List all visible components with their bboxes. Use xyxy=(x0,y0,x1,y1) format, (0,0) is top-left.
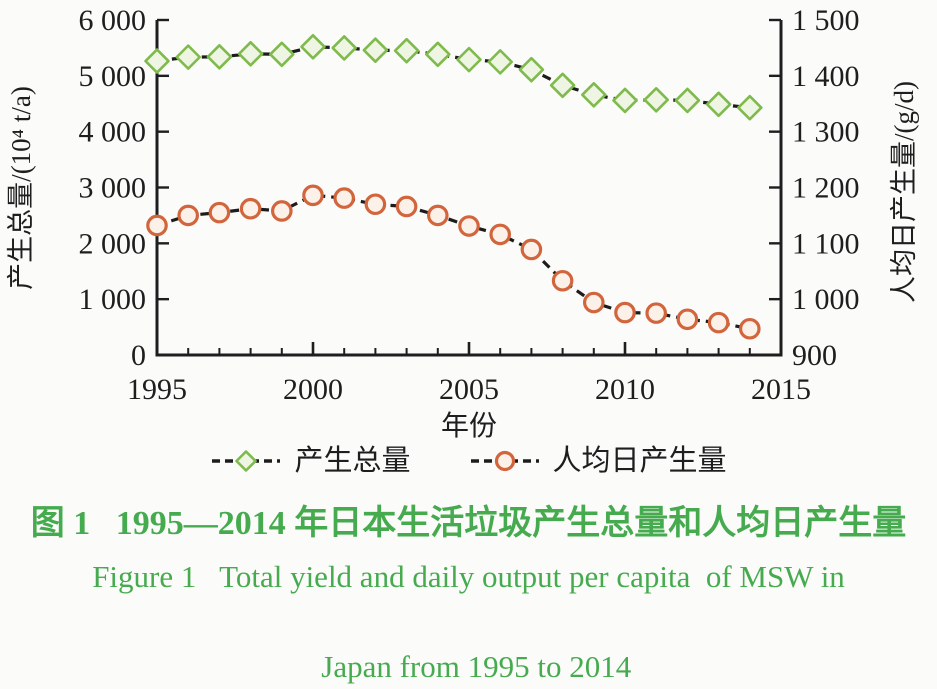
marker-per-capita xyxy=(395,195,418,218)
y-axis-left-tick-label: 3 000 xyxy=(79,172,147,205)
marker-per-capita xyxy=(489,223,511,246)
y-axis-right-tick-label: 1 000 xyxy=(792,283,860,316)
y-axis-right-tick-label: 1 500 xyxy=(792,4,860,37)
legend-label-per-capita: 人均日产生量 xyxy=(552,445,727,477)
marker-total-yield xyxy=(425,41,451,68)
marker-total-yield xyxy=(206,44,233,70)
series-per-capita xyxy=(146,184,761,340)
figure-caption-en: Figure 1 Total yield and daily output pe… xyxy=(0,554,937,689)
line-chart: 0 1 000 2 000 3 000 4 000 5 000 6 000 900 1 000 1… xyxy=(6,4,919,442)
marker-per-capita xyxy=(208,201,231,224)
legend-swatch-total-yield xyxy=(212,450,281,472)
legend-item-total-yield: 产生总量 xyxy=(210,445,411,477)
marker-per-capita xyxy=(333,187,355,209)
marker-per-capita xyxy=(458,215,480,237)
marker-total-yield xyxy=(737,94,763,121)
marker-per-capita xyxy=(494,450,515,472)
marker-total-yield xyxy=(393,37,420,64)
marker-total-yield xyxy=(144,48,170,74)
y-axis-left-tick-label: 1 000 xyxy=(79,283,147,316)
marker-total-yield xyxy=(235,450,258,472)
y-axis-left-tick-label: 4 000 xyxy=(79,116,147,149)
x-axis-tick-label: 2005 xyxy=(439,373,499,406)
x-axis: 1995 2000 2005 2010 2015 xyxy=(127,342,811,406)
marker-total-yield xyxy=(175,44,201,70)
marker-total-yield xyxy=(612,87,638,114)
marker-total-yield xyxy=(674,87,701,114)
marker-per-capita xyxy=(551,269,574,292)
marker-total-yield xyxy=(237,40,264,67)
marker-total-yield xyxy=(487,49,513,75)
series-total-yield xyxy=(144,34,763,121)
marker-total-yield xyxy=(705,91,732,118)
marker-total-yield xyxy=(581,82,607,108)
marker-per-capita xyxy=(676,308,699,331)
y-axis-left-tick-label: 6 000 xyxy=(79,4,147,37)
marker-total-yield xyxy=(456,46,482,73)
marker-per-capita xyxy=(614,301,636,324)
marker-per-capita xyxy=(270,200,293,222)
marker-total-yield xyxy=(643,87,669,113)
marker-per-capita xyxy=(146,214,168,237)
figure-caption-en-line1: Figure 1 Total yield and daily output pe… xyxy=(92,559,845,594)
y-axis-right-tick-label: 1 200 xyxy=(792,172,860,205)
y-axis-right-tick-label: 900 xyxy=(792,339,837,372)
marker-total-yield xyxy=(362,37,389,63)
legend-swatch-per-capita xyxy=(470,450,539,472)
marker-per-capita xyxy=(520,238,543,261)
y-axis-right-tick-label: 1 100 xyxy=(792,227,860,260)
y-axis-left-tick-label: 2 000 xyxy=(79,227,147,260)
marker-total-yield xyxy=(269,41,295,68)
marker-per-capita xyxy=(239,197,262,220)
y-axis-left: 0 1 000 2 000 3 000 4 000 5 000 6 000 xyxy=(79,4,169,372)
marker-total-yield xyxy=(549,72,576,99)
y-axis-left-title: 产生总量/(10⁴ t/a) xyxy=(6,86,36,290)
figure-caption-en-line2: Japan from 1995 to 2014 xyxy=(321,649,632,684)
x-axis-tick-label: 2010 xyxy=(595,373,655,406)
x-axis-tick-label: 2000 xyxy=(283,373,343,406)
marker-total-yield xyxy=(331,35,357,61)
marker-total-yield xyxy=(300,34,326,60)
y-axis-right-tick-label: 1 400 xyxy=(792,60,860,93)
figure-panel: 0 1 000 2 000 3 000 4 000 5 000 6 000 900 1 000 1… xyxy=(0,4,937,684)
marker-per-capita xyxy=(426,204,449,227)
marker-per-capita xyxy=(177,204,199,227)
chart-legend: 产生总量 人均日产生量 xyxy=(0,446,937,476)
legend-item-per-capita: 人均日产生量 xyxy=(469,446,727,476)
marker-per-capita xyxy=(645,302,667,324)
marker-per-capita xyxy=(738,317,761,340)
y-axis-right-title: 人均日产生量/(g/d) xyxy=(889,81,919,303)
x-axis-tick-label: 1995 xyxy=(127,373,187,406)
marker-total-yield xyxy=(518,56,545,83)
x-axis-title: 年份 xyxy=(441,410,497,442)
x-axis-tick-label: 2015 xyxy=(751,373,811,406)
y-axis-right-tick-label: 1 300 xyxy=(792,116,860,149)
y-axis-left-tick-label: 0 xyxy=(131,339,146,372)
marker-per-capita xyxy=(302,184,324,207)
figure-caption-zh: 图 1 1995—2014 年日本生活垃圾产生总量和人均日产生量 xyxy=(30,505,907,542)
y-axis-left-tick-label: 5 000 xyxy=(79,60,147,93)
marker-per-capita xyxy=(582,291,605,314)
legend-label-total-yield: 产生总量 xyxy=(294,445,411,477)
marker-per-capita xyxy=(707,311,730,334)
y-axis-right: 900 1 000 1 100 1 200 1 300 1 400 1 500 xyxy=(769,4,860,372)
marker-per-capita xyxy=(364,193,387,216)
